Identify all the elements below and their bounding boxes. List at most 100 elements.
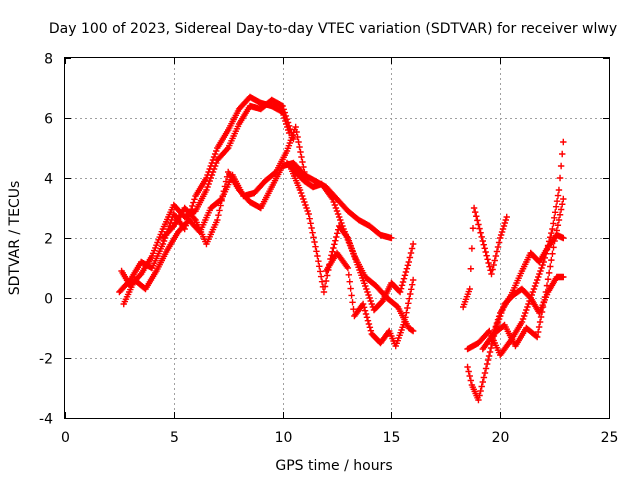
data-point-marker: [560, 234, 567, 242]
data-point-marker: [533, 333, 541, 341]
data-point-marker: [475, 396, 482, 404]
data-point-marker: [485, 259, 492, 267]
data-points: [116, 93, 567, 404]
data-point-marker: [312, 243, 319, 250]
data-point-marker: [330, 244, 337, 252]
data-point-marker: [552, 209, 559, 216]
data-point-marker: [299, 158, 306, 166]
data-point-marker: [315, 257, 322, 265]
data-point-marker: [333, 207, 341, 215]
data-point-marker: [279, 102, 286, 110]
data-point-marker: [362, 310, 370, 318]
data-point-marker: [344, 264, 352, 272]
data-point-marker: [203, 186, 210, 194]
data-point-marker: [331, 201, 339, 209]
data-point-marker: [538, 264, 545, 272]
data-point-marker: [409, 240, 417, 248]
data-point-marker: [467, 265, 475, 272]
data-point-marker: [524, 303, 531, 311]
data-point-marker: [556, 174, 564, 182]
data-point-marker: [311, 238, 318, 246]
data-point-marker: [307, 220, 314, 227]
data-point-marker: [396, 288, 404, 296]
data-point-marker: [495, 313, 503, 320]
data-point-marker: [218, 197, 225, 204]
data-point-marker: [408, 281, 416, 288]
data-point-marker: [549, 250, 556, 257]
data-point-marker: [522, 309, 529, 317]
data-point-marker: [222, 178, 230, 185]
data-point-marker: [210, 153, 218, 161]
data-point-marker: [316, 263, 323, 270]
data-point-marker: [555, 186, 563, 194]
data-point-marker: [535, 273, 542, 281]
x-axis-label: GPS time / hours: [275, 458, 392, 474]
y-tick-label: 8: [44, 52, 53, 68]
data-point-marker: [217, 196, 224, 204]
axis-tick-labels: 0 5 10 15 20 25 -4 -2 0 2 4 6 8: [39, 52, 618, 447]
data-point-marker: [538, 308, 546, 316]
data-point-marker: [479, 237, 486, 245]
data-point-marker: [407, 249, 415, 257]
data-point-marker: [486, 348, 494, 356]
data-point-marker: [317, 268, 324, 275]
data-point-marker: [305, 210, 312, 218]
data-point-marker: [334, 210, 342, 218]
data-point-marker: [209, 168, 217, 176]
data-point-marker: [283, 116, 291, 123]
data-point-marker: [367, 327, 375, 334]
data-point-marker: [499, 225, 507, 233]
data-point-marker: [314, 252, 321, 260]
data-point-marker: [362, 282, 369, 290]
data-point-marker: [560, 138, 567, 146]
data-point-marker: [473, 213, 480, 220]
data-point-marker: [548, 256, 555, 264]
data-point-marker: [349, 299, 356, 306]
data-point-marker: [335, 213, 343, 221]
data-point-marker: [489, 266, 496, 273]
data-point-marker: [367, 297, 374, 305]
data-point-marker: [397, 285, 405, 292]
data-point-marker: [221, 183, 229, 190]
data-point-marker: [555, 216, 563, 224]
data-point-marker: [402, 268, 410, 276]
data-point-marker: [388, 234, 395, 242]
chart-title: Day 100 of 2023, Sidereal Day-to-day VTE…: [49, 21, 617, 37]
data-point-marker: [466, 372, 473, 380]
y-tick-label: 4: [44, 172, 53, 188]
data-point-marker: [223, 146, 231, 153]
data-point-marker: [491, 257, 498, 264]
data-point-marker: [298, 153, 305, 161]
data-point-marker: [317, 273, 325, 280]
x-tick-label: 15: [383, 430, 401, 446]
data-point-marker: [281, 109, 288, 116]
data-point-marker: [525, 300, 532, 308]
data-point-marker: [518, 318, 526, 326]
data-point-marker: [205, 180, 212, 188]
series-arc-7: [322, 249, 417, 350]
data-point-marker: [478, 233, 485, 241]
data-point-marker: [308, 224, 315, 232]
data-point-marker: [280, 106, 287, 113]
data-point-marker: [398, 282, 406, 289]
data-point-marker: [300, 195, 307, 203]
data-point-marker: [404, 304, 411, 312]
data-point-marker: [488, 336, 495, 344]
data-point-marker: [554, 222, 562, 229]
data-point-marker: [360, 304, 368, 311]
data-point-marker: [296, 143, 303, 151]
data-point-marker: [167, 219, 174, 227]
data-point-marker: [409, 327, 417, 335]
series-arc-6: [288, 165, 417, 314]
data-point-marker: [532, 279, 540, 287]
data-point-marker: [466, 285, 473, 293]
data-point-marker: [403, 309, 410, 316]
x-tick-label: 0: [61, 430, 70, 446]
data-point-marker: [365, 291, 372, 299]
data-point-marker: [482, 365, 490, 372]
data-point-marker: [482, 248, 489, 256]
data-point-marker: [285, 122, 293, 129]
data-point-marker: [401, 272, 409, 279]
data-point-marker: [487, 344, 495, 352]
data-point-marker: [332, 204, 340, 212]
